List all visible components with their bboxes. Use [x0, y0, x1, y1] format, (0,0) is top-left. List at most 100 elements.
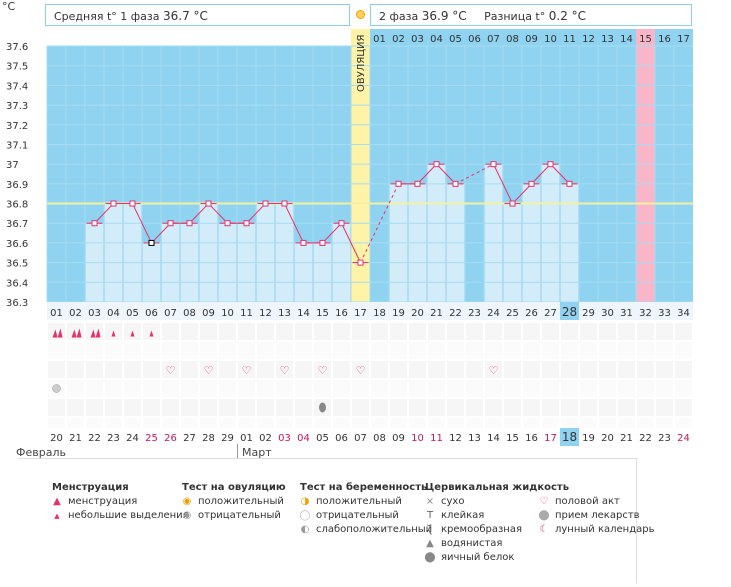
cycle-day-label: 25: [506, 308, 519, 319]
temperature-point: [509, 200, 516, 207]
symptom-cell: [314, 361, 331, 378]
cycle-day-label: 28: [562, 305, 577, 319]
phase2-value: 36.9 °C: [421, 9, 467, 23]
symptom-cell: [219, 342, 236, 359]
cycle-day-label: 22: [449, 308, 462, 319]
pill-icon: ⬤: [538, 510, 550, 521]
phase1-summary: Средняя t° 1 фаза 36.7 °C: [45, 4, 350, 26]
legend-cf-watery: ▲ водянистая: [423, 538, 502, 549]
legend-spotting: ▲ небольшие выделения: [50, 510, 188, 521]
symptom-cell: [333, 399, 350, 416]
phase-day-label: 15: [639, 34, 652, 45]
temperature-line: [208, 203, 228, 224]
legend-menstruation: ▲ менструация: [50, 496, 137, 507]
temperature-point: [110, 200, 117, 207]
phase1-value: 36.7 °C: [163, 9, 208, 23]
date-label: 27: [183, 433, 196, 444]
symptom-cell: [447, 361, 464, 378]
cycle-day-label: 26: [525, 308, 538, 319]
symptom-cell: [124, 361, 141, 378]
highlight-column: [636, 29, 655, 302]
phase-day-label: 09: [525, 34, 538, 45]
symptom-cell: [162, 380, 179, 397]
phase-day-label: 10: [544, 34, 557, 45]
date-label: 02: [259, 433, 272, 444]
temperature-bar: [256, 203, 275, 303]
phase2-summary: 2 фаза 36.9 °C Разница t° 0.2 °C: [370, 4, 692, 26]
symptom-cell: [599, 342, 616, 359]
symptom-cell: [409, 323, 426, 340]
symptom-cell: [656, 380, 673, 397]
symptom-cell: [67, 380, 84, 397]
temperature-point: [528, 180, 535, 187]
legend-intercourse: ♡ половой акт: [537, 496, 620, 507]
y-tick-label: 37.1: [6, 140, 28, 151]
symptom-cell: [162, 399, 179, 416]
temperature-line: [246, 203, 266, 224]
spotting-mark: [111, 330, 116, 337]
legend-cervical-title: Цервикальная жидкость: [425, 482, 570, 493]
symptom-cell: [523, 361, 540, 378]
symptom-cell: [143, 399, 160, 416]
cycle-day-label: 16: [335, 308, 348, 319]
symptom-cell: [276, 380, 293, 397]
temperature-point: [300, 239, 307, 246]
legend-medication: ⬤ прием лекарств: [538, 510, 640, 521]
legend-pregtest-negative: ◯ отрицательный: [299, 510, 399, 521]
temperature-point: [547, 161, 554, 168]
symptom-cell: [447, 399, 464, 416]
symptom-cell: [466, 323, 483, 340]
symptom-cell: [637, 380, 654, 397]
symptom-cell: [580, 361, 597, 378]
phase-day-label: 02: [392, 34, 405, 45]
date-label: 23: [107, 433, 120, 444]
temperature-point: [243, 220, 250, 227]
temperature-bar: [427, 163, 446, 303]
legend-pregtest-positive: ◑ положительный: [298, 496, 402, 507]
pill-icon: [52, 384, 61, 393]
month-march: Март: [242, 446, 272, 459]
symptom-cell: [238, 380, 255, 397]
symptom-cell: [276, 342, 293, 359]
date-label: 05: [316, 433, 329, 444]
symptom-cell: [238, 399, 255, 416]
cycle-day-label: 07: [164, 308, 177, 319]
symptom-cell: [523, 342, 540, 359]
symptom-cell: [86, 399, 103, 416]
symptom-cell: [352, 342, 369, 359]
symptom-cell: [637, 399, 654, 416]
ovulation-label: ОВУЛЯЦИЯ: [356, 35, 367, 93]
date-label: 25: [145, 433, 158, 444]
temperature-point: [281, 200, 288, 207]
temperature-bar: [142, 242, 161, 303]
phase-day-label: 04: [430, 34, 443, 45]
heart-icon: ♡: [356, 364, 366, 377]
symptom-cell: [447, 342, 464, 359]
sticky-icon: T: [426, 510, 434, 521]
legend-pregnancy-test-title: Тест на беременность: [300, 482, 428, 493]
symptom-cell: [295, 361, 312, 378]
date-label: 03: [278, 433, 291, 444]
symptom-cell: [561, 399, 578, 416]
y-tick-label: 37.3: [6, 101, 28, 112]
symptom-cell: [181, 399, 198, 416]
date-label: 23: [658, 433, 671, 444]
symptom-cell: [295, 380, 312, 397]
temperature-point: [490, 161, 497, 168]
symptom-cell: [618, 399, 635, 416]
y-tick-label: 36.8: [6, 200, 28, 211]
symptom-cell: [352, 399, 369, 416]
temperature-point: [224, 220, 231, 227]
symptom-cell: [219, 361, 236, 378]
symptom-cell: [542, 399, 559, 416]
symptom-cell: [580, 342, 597, 359]
legend-ovtest-negative: ◉ отрицательный: [180, 510, 281, 521]
month-divider: [237, 444, 238, 458]
date-label: 24: [677, 433, 690, 444]
temperature-bar: [275, 203, 294, 303]
heart-icon: ♡: [539, 496, 549, 507]
symptom-cell: [333, 361, 350, 378]
y-tick-label: 37: [6, 160, 19, 171]
cycle-day-label: 31: [620, 308, 633, 319]
cycle-day-label: 23: [468, 308, 481, 319]
